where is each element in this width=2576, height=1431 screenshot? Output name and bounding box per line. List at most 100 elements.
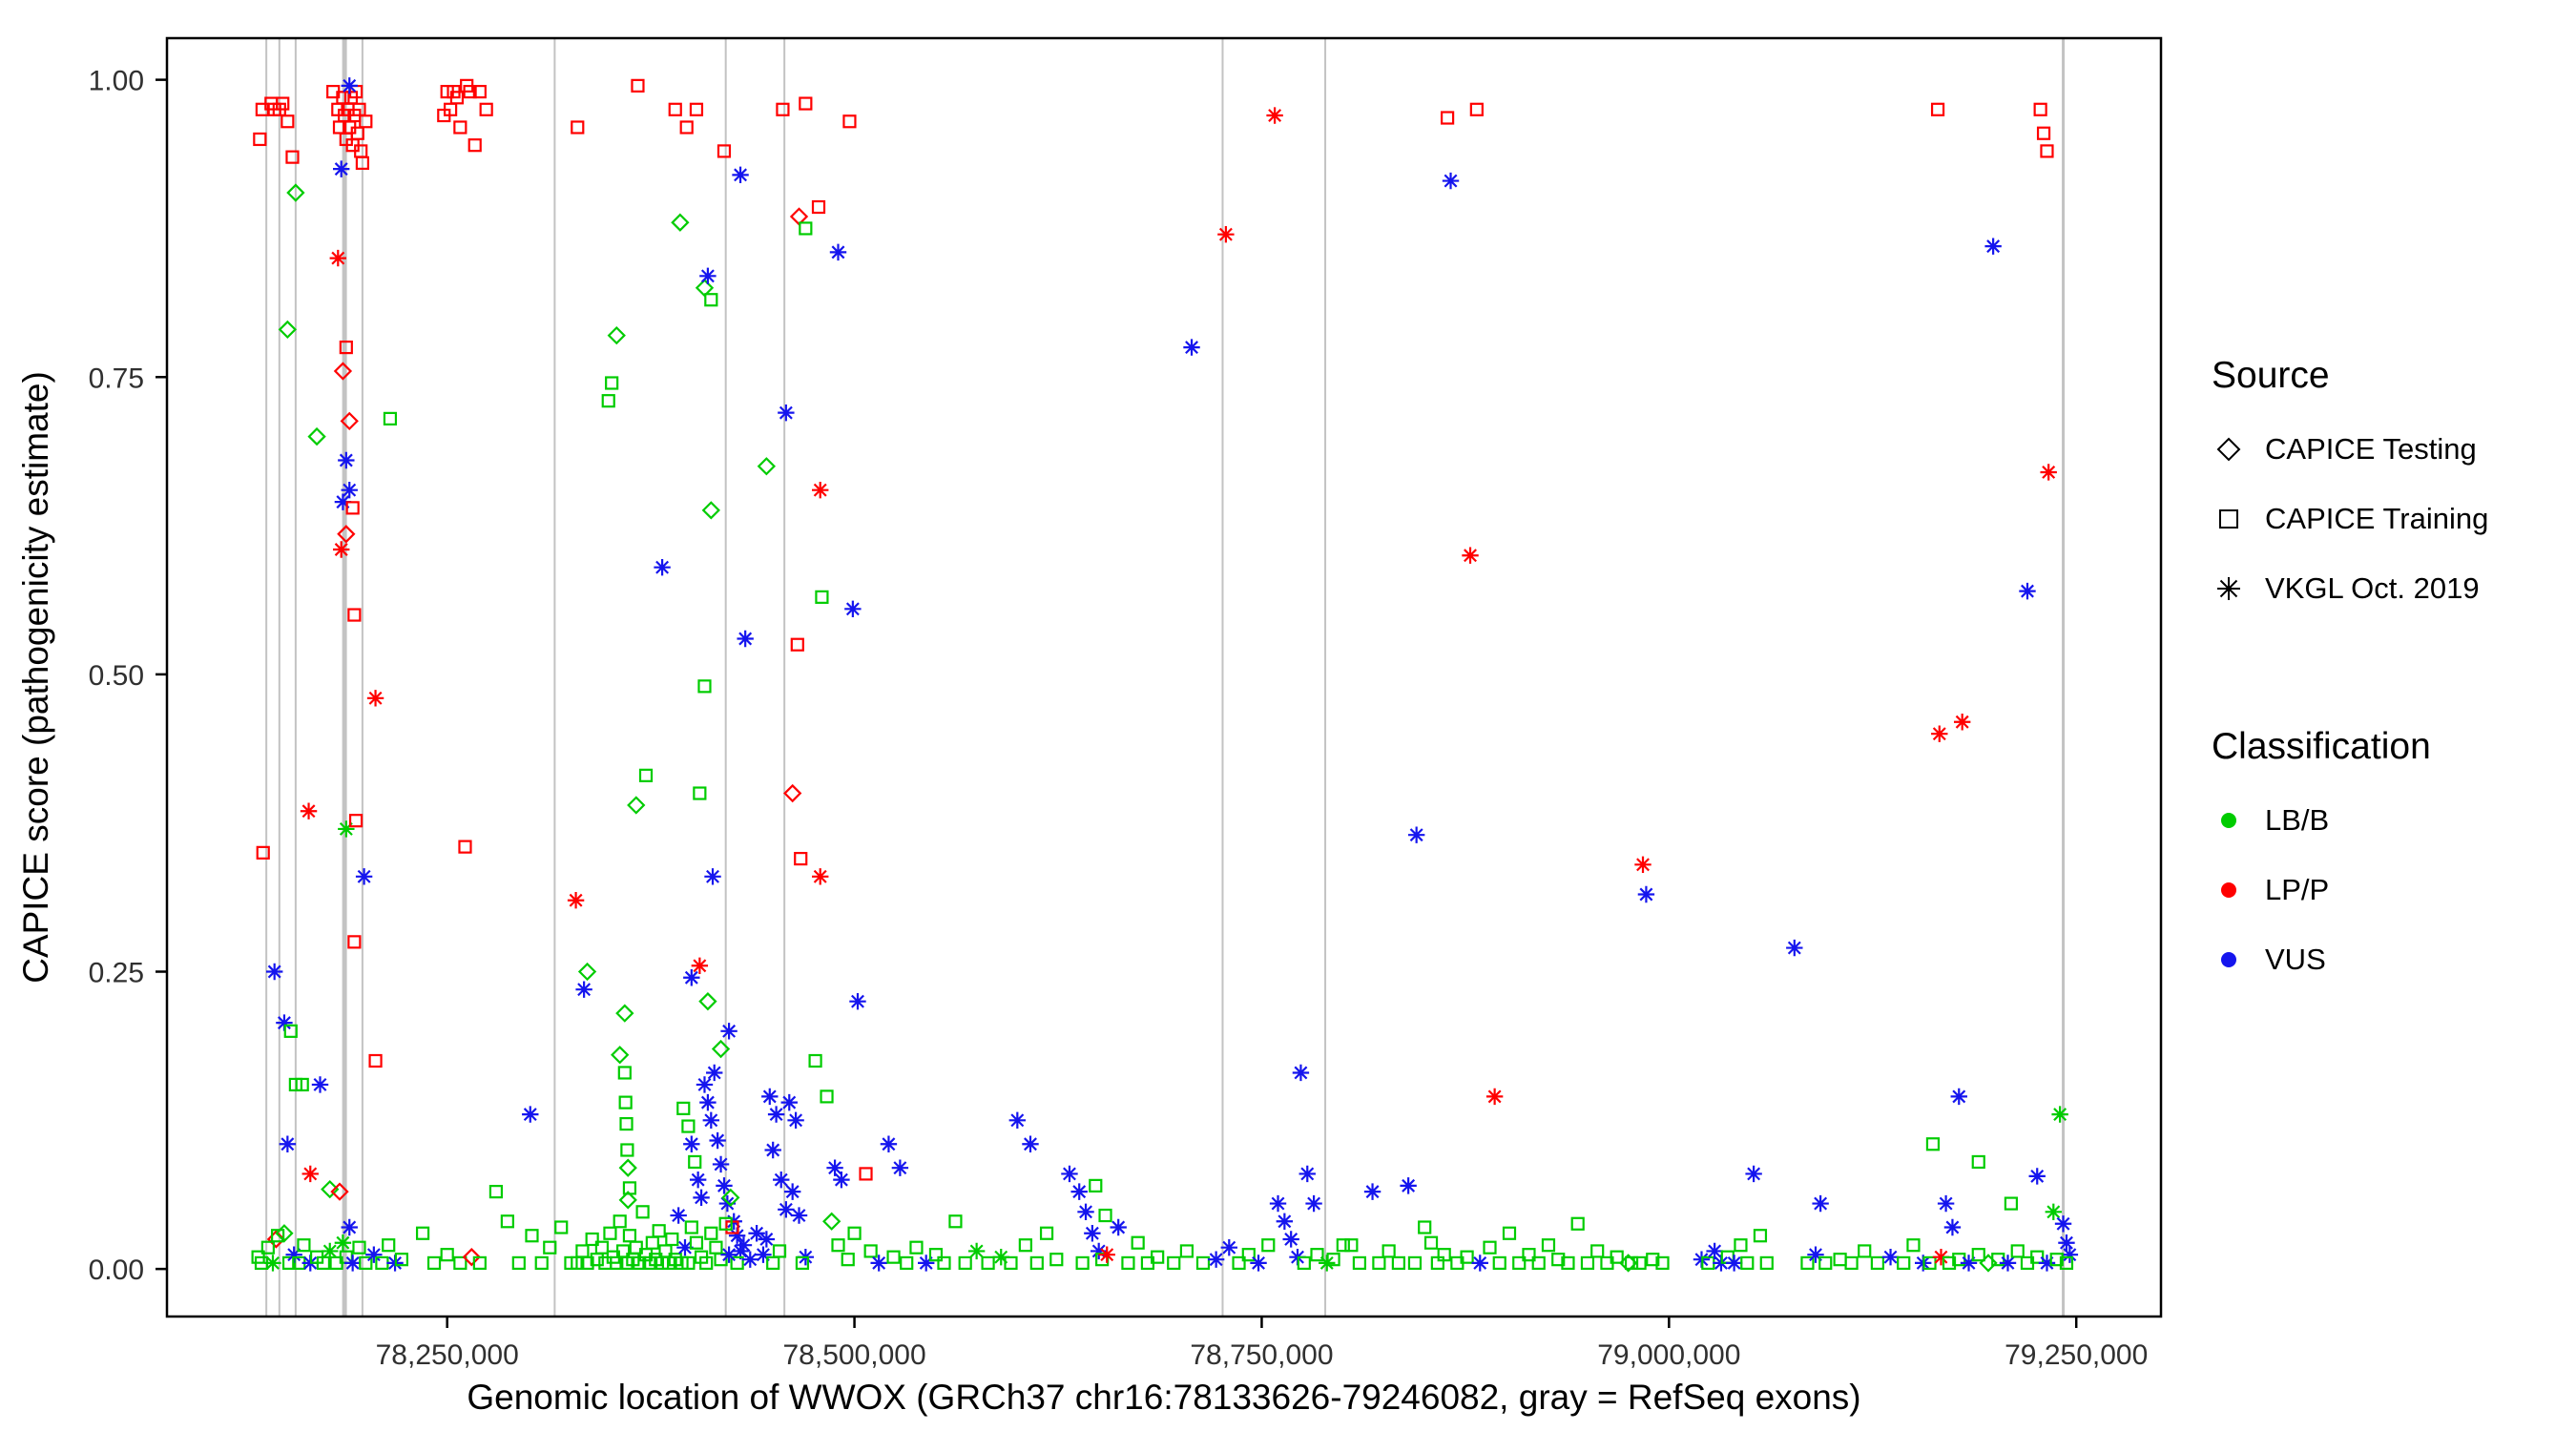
data-point-square [1261,1238,1276,1253]
x-axis-title: Genomic location of WWOX (GRCh37 chr16:7… [467,1378,1861,1417]
x-tick-label: 79,250,000 [2005,1339,2148,1371]
data-point-square [859,1167,873,1181]
data-point-asterisk [683,1135,700,1152]
data-point-asterisk [732,1242,749,1260]
data-point-asterisk [366,690,384,707]
data-point-asterisk [1881,1248,1900,1266]
data-point-asterisk [2061,1246,2079,1263]
data-point-square [808,1053,822,1068]
data-point-asterisk [1931,725,1948,742]
data-point-square [1971,1248,1985,1262]
data-point-diamond [757,457,777,476]
data-point-asterisk [1706,1242,1723,1260]
data-point-asterisk [279,1135,297,1152]
data-point-square [601,394,615,408]
data-point-asterisk [265,963,283,981]
data-point-diamond [611,1046,630,1065]
data-point-square [709,1240,723,1255]
data-point-diamond [340,411,359,431]
data-point-square [815,590,829,604]
data-point-asterisk [2038,1255,2056,1272]
data-point-square [1925,1137,1941,1151]
data-point-asterisk [737,630,754,648]
data-point-square [415,1226,430,1240]
data-point-asterisk [1637,885,1655,903]
data-point-square [1336,1238,1350,1253]
data-point-asterisk [1485,1088,1504,1106]
data-point-square [2049,1253,2064,1267]
data-point-square [368,1053,383,1068]
data-point-square [359,1255,373,1271]
legend-item-label: CAPICE Testing [2265,432,2477,466]
data-point-asterisk [1950,1088,1967,1106]
data-point-square [645,1235,659,1250]
data-point-square [1460,1250,1474,1264]
data-point-asterisk [880,1135,898,1152]
data-point-square [571,120,585,135]
data-point-square [842,114,857,129]
data-point-square [900,1255,914,1271]
data-point-square [1590,1244,1605,1258]
data-point-asterisk [575,981,592,998]
data-point-square [575,1244,590,1258]
data-point-square [1151,1250,1165,1264]
data-point-square [790,637,804,652]
data-point-asterisk [1220,1239,1237,1256]
data-point-asterisk [767,1106,785,1123]
data-point-square [620,1143,634,1157]
data-point-diamond [337,525,356,544]
data-point-asterisk [338,820,355,838]
data-point-square [2004,1196,2019,1211]
data-point-asterisk [1999,1255,2017,1272]
data-point-square [426,1255,442,1271]
data-point-square [689,1235,704,1250]
data-point-asterisk [1292,1064,1310,1082]
data-point-asterisk [341,77,358,94]
data-point-square [652,1224,666,1238]
data-point-asterisk [709,1131,726,1150]
data-point-asterisk [1807,1246,1824,1263]
data-point-asterisk [826,1159,843,1176]
data-point-asterisk [1298,1165,1316,1183]
data-point-asterisk [735,1236,753,1254]
data-point-asterisk [870,1255,887,1272]
data-point-asterisk [355,868,373,885]
data-point-square [2040,144,2054,158]
data-point-asterisk [329,249,346,267]
data-point-asterisk [338,451,355,469]
data-point-square [276,96,290,111]
data-point-square [1018,1238,1032,1253]
data-point-square [1632,1255,1647,1271]
data-point-square [618,1095,633,1110]
data-point-square [799,96,813,111]
data-point-diamond [618,1158,637,1177]
legend-item-label: VUS [2265,943,2326,976]
data-point-square [635,1205,650,1219]
data-point-diamond [307,426,326,446]
data-point-square [693,786,707,800]
data-point-asterisk [1400,1177,1417,1194]
data-point-asterisk [334,493,352,510]
data-point-square [511,1255,526,1271]
data-point-asterisk [891,1159,909,1176]
data-point-square [1372,1255,1386,1271]
data-point-square [1326,1253,1340,1267]
data-point-asterisk [1098,1246,1115,1263]
data-point-diamond [330,1182,349,1201]
data-point-square [1483,1240,1497,1255]
legend-item-vus: VUS [2212,940,2488,980]
data-point-square [488,1185,504,1199]
asterisk-icon [2217,577,2240,600]
data-point-square [1297,1255,1311,1271]
data-point-asterisk [1745,1165,1762,1183]
data-point-square [841,1253,855,1267]
data-point-asterisk [322,1242,339,1260]
data-point-asterisk [844,600,862,618]
data-point-square [1512,1255,1527,1271]
data-point-square [1492,1255,1506,1271]
data-point-square [1075,1255,1090,1271]
legend-item-capice-testing: CAPICE Testing [2212,429,2488,469]
data-point-square [1844,1255,1859,1271]
data-point-asterisk [833,1171,850,1189]
